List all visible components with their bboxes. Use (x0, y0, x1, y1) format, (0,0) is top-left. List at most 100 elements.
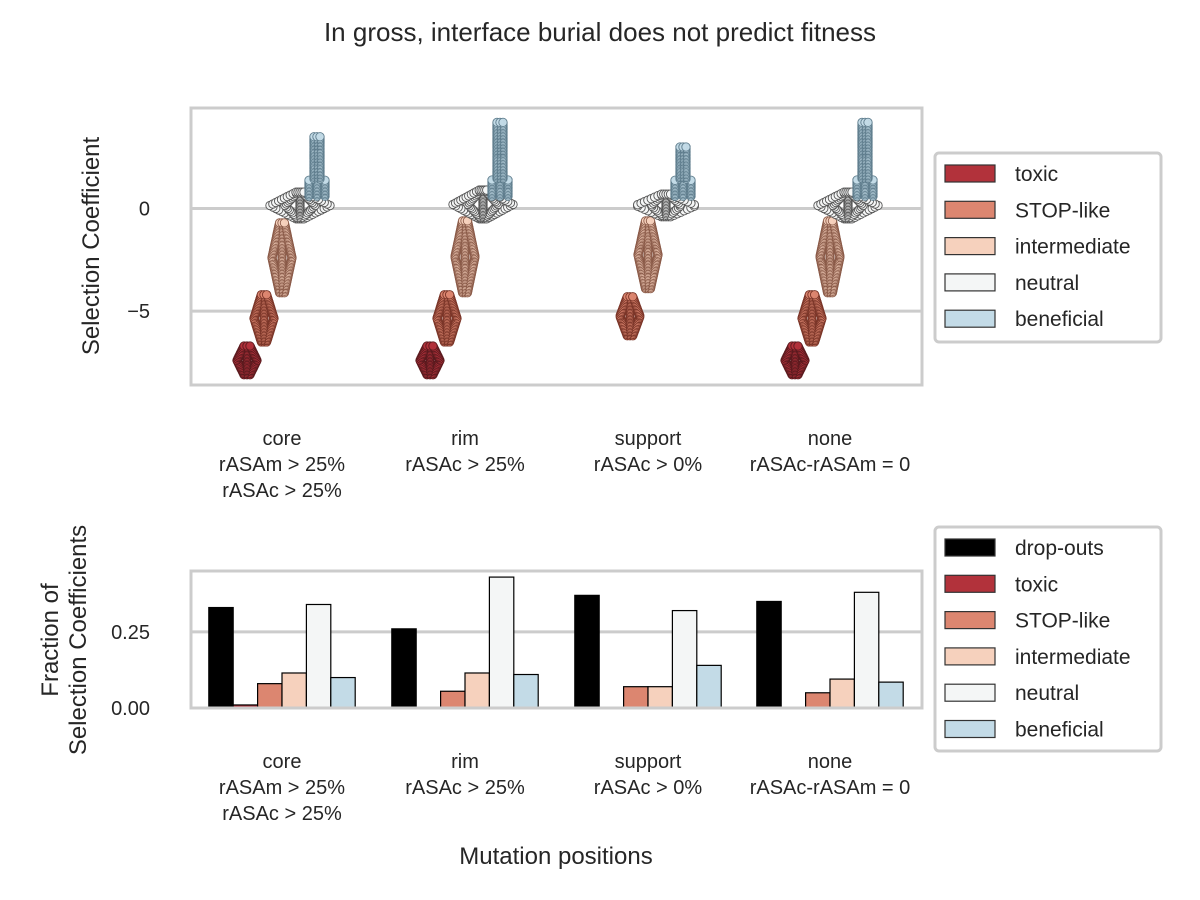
swarm-point (793, 341, 803, 351)
bar-neutral-1 (488, 576, 515, 709)
swarm-point (315, 132, 325, 142)
bar-stop-like-1 (440, 690, 466, 709)
swarm-toxic-1 (415, 341, 445, 380)
swarm-point (681, 142, 691, 152)
legend-label-intermediate: intermediate (1015, 646, 1131, 669)
label-line: rASAc > 25% (222, 803, 342, 825)
bar-beneficial-3 (878, 681, 904, 709)
label-line: core (263, 751, 302, 773)
bottom-y-tick-labels: 0.00 0.25 (111, 622, 150, 720)
swarm-beneficial-2 (670, 142, 696, 201)
legend-label-beneficial: beneficial (1015, 308, 1104, 331)
legend-swatch-neutral (944, 273, 996, 292)
x-tick-label-2: support rASAc > 0% (594, 751, 703, 799)
bar-stop-like-3 (804, 692, 831, 709)
label-line: rASAc > 25% (405, 777, 525, 799)
bar-intermediate-2 (647, 686, 673, 709)
bottom-x-tick-labels: core rASAm > 25% rASAc > 25% rim rASAc > 25%… (219, 751, 910, 825)
legend-box (933, 151, 1163, 344)
legend-label-neutral: neutral (1015, 682, 1079, 705)
x-tick-label-0: core rASAm > 25% rASAc > 25% (219, 428, 345, 502)
label-line: rASAc > 0% (594, 454, 703, 476)
bar-intermediate-3 (829, 678, 855, 709)
swarm-beneficial-0 (304, 132, 330, 201)
bottom-y-axis-label: Fraction ofSelection Coefficients (37, 525, 92, 755)
top-legend: toxic STOP-like intermediate neutral benefic… (933, 151, 1163, 344)
x-tick-label-1: rim rASAc > 25% (405, 428, 525, 476)
swarm-neutral-3 (813, 187, 883, 224)
swarm-beneficial-3 (852, 117, 878, 201)
bar-drop-outs-3 (756, 600, 782, 709)
bar-neutral-3 (853, 591, 880, 709)
legend-box (933, 525, 1163, 753)
bar-beneficial-0 (330, 676, 356, 709)
top-x-tick-labels: core rASAm > 25% rASAc > 25% rim rASAc > 25%… (219, 428, 910, 502)
y-tick-label: 0.25 (111, 622, 150, 644)
legend-swatch-stop-like (944, 200, 996, 219)
top-axes-frame (189, 106, 924, 387)
swarm-point (628, 292, 638, 302)
swarm-point (444, 290, 455, 300)
label-line: Selection Coefficients (65, 525, 92, 755)
label-line: rASAm > 25% (219, 777, 345, 799)
bottom-x-axis-label: Mutation positions (459, 843, 652, 870)
swarm-intermediate-2 (633, 216, 663, 294)
legend-label-drop-outs: drop-outs (1015, 537, 1104, 560)
top-y-tick-labels: 0 −5 (127, 199, 150, 324)
label-line: rASAc > 0% (594, 777, 703, 799)
legend-swatch-drop-outs (944, 538, 996, 557)
swarm-point (809, 290, 820, 300)
label-line: rim (451, 751, 479, 773)
bar-plot-panel: 0.00 0.25 core rASAm > 25% rASAc > 25% rim rA… (37, 525, 1163, 870)
legend-swatch-beneficial (944, 719, 996, 739)
label-line: core (263, 428, 302, 450)
label-line: rASAc > 25% (405, 454, 525, 476)
swarm-intermediate-3 (815, 216, 845, 298)
y-tick-label: 0 (139, 199, 150, 221)
bar-drop-outs-0 (208, 606, 234, 709)
y-tick-label: −5 (127, 301, 150, 323)
label-line: rASAc-rASAm = 0 (750, 454, 911, 476)
figure-title: In gross, interface burial does not pred… (324, 17, 876, 47)
swarm-plot-panel: 0 −5 core rASAm > 25% rASAc > 25% rim rASAc >… (78, 106, 1163, 502)
label-line: rASAm > 25% (219, 454, 345, 476)
bar-beneficial-1 (513, 673, 539, 709)
legend-label-toxic: toxic (1015, 573, 1058, 596)
legend-swatch-intermediate (944, 647, 996, 666)
label-line: rim (451, 428, 479, 450)
top-y-axis-label: Selection Coefficient (78, 136, 105, 355)
swarm-point (279, 218, 290, 228)
bar-neutral-0 (305, 603, 332, 709)
legend-label-toxic: toxic (1015, 163, 1058, 186)
label-line: Fraction of (37, 583, 64, 697)
swarm-intermediate-1 (450, 216, 480, 298)
swarm-beneficial-1 (487, 117, 513, 201)
legend-swatch-toxic (944, 164, 996, 183)
swarm-stop-like-3 (797, 290, 827, 347)
bar-intermediate-0 (281, 672, 307, 709)
top-swarm-points (232, 117, 883, 380)
bar-intermediate-1 (464, 672, 490, 709)
label-line: none (808, 428, 853, 450)
swarm-toxic-3 (780, 341, 810, 380)
swarm-intermediate-0 (267, 218, 297, 298)
x-tick-label-2: support rASAc > 0% (594, 428, 703, 476)
bottom-bars (208, 576, 904, 709)
legend-swatch-stop-like (944, 610, 996, 630)
x-tick-label-3: none rASAc-rASAm = 0 (750, 751, 911, 799)
swarm-neutral-0 (265, 187, 335, 224)
x-tick-label-0: core rASAm > 25% rASAc > 25% (219, 751, 345, 825)
legend-label-neutral: neutral (1015, 272, 1079, 295)
x-tick-label-1: rim rASAc > 25% (405, 751, 525, 799)
label-line: rASAc-rASAm = 0 (750, 777, 911, 799)
swarm-stop-like-0 (249, 290, 279, 347)
label-line: rASAc > 25% (222, 480, 342, 502)
x-tick-label-3: none rASAc-rASAm = 0 (750, 428, 911, 476)
legend-swatch-intermediate (944, 237, 996, 256)
swarm-point (245, 341, 255, 351)
swarm-toxic-0 (232, 341, 262, 380)
swarm-point (498, 117, 508, 128)
bar-stop-like-2 (622, 686, 649, 709)
bottom-axes-frame (189, 569, 924, 710)
